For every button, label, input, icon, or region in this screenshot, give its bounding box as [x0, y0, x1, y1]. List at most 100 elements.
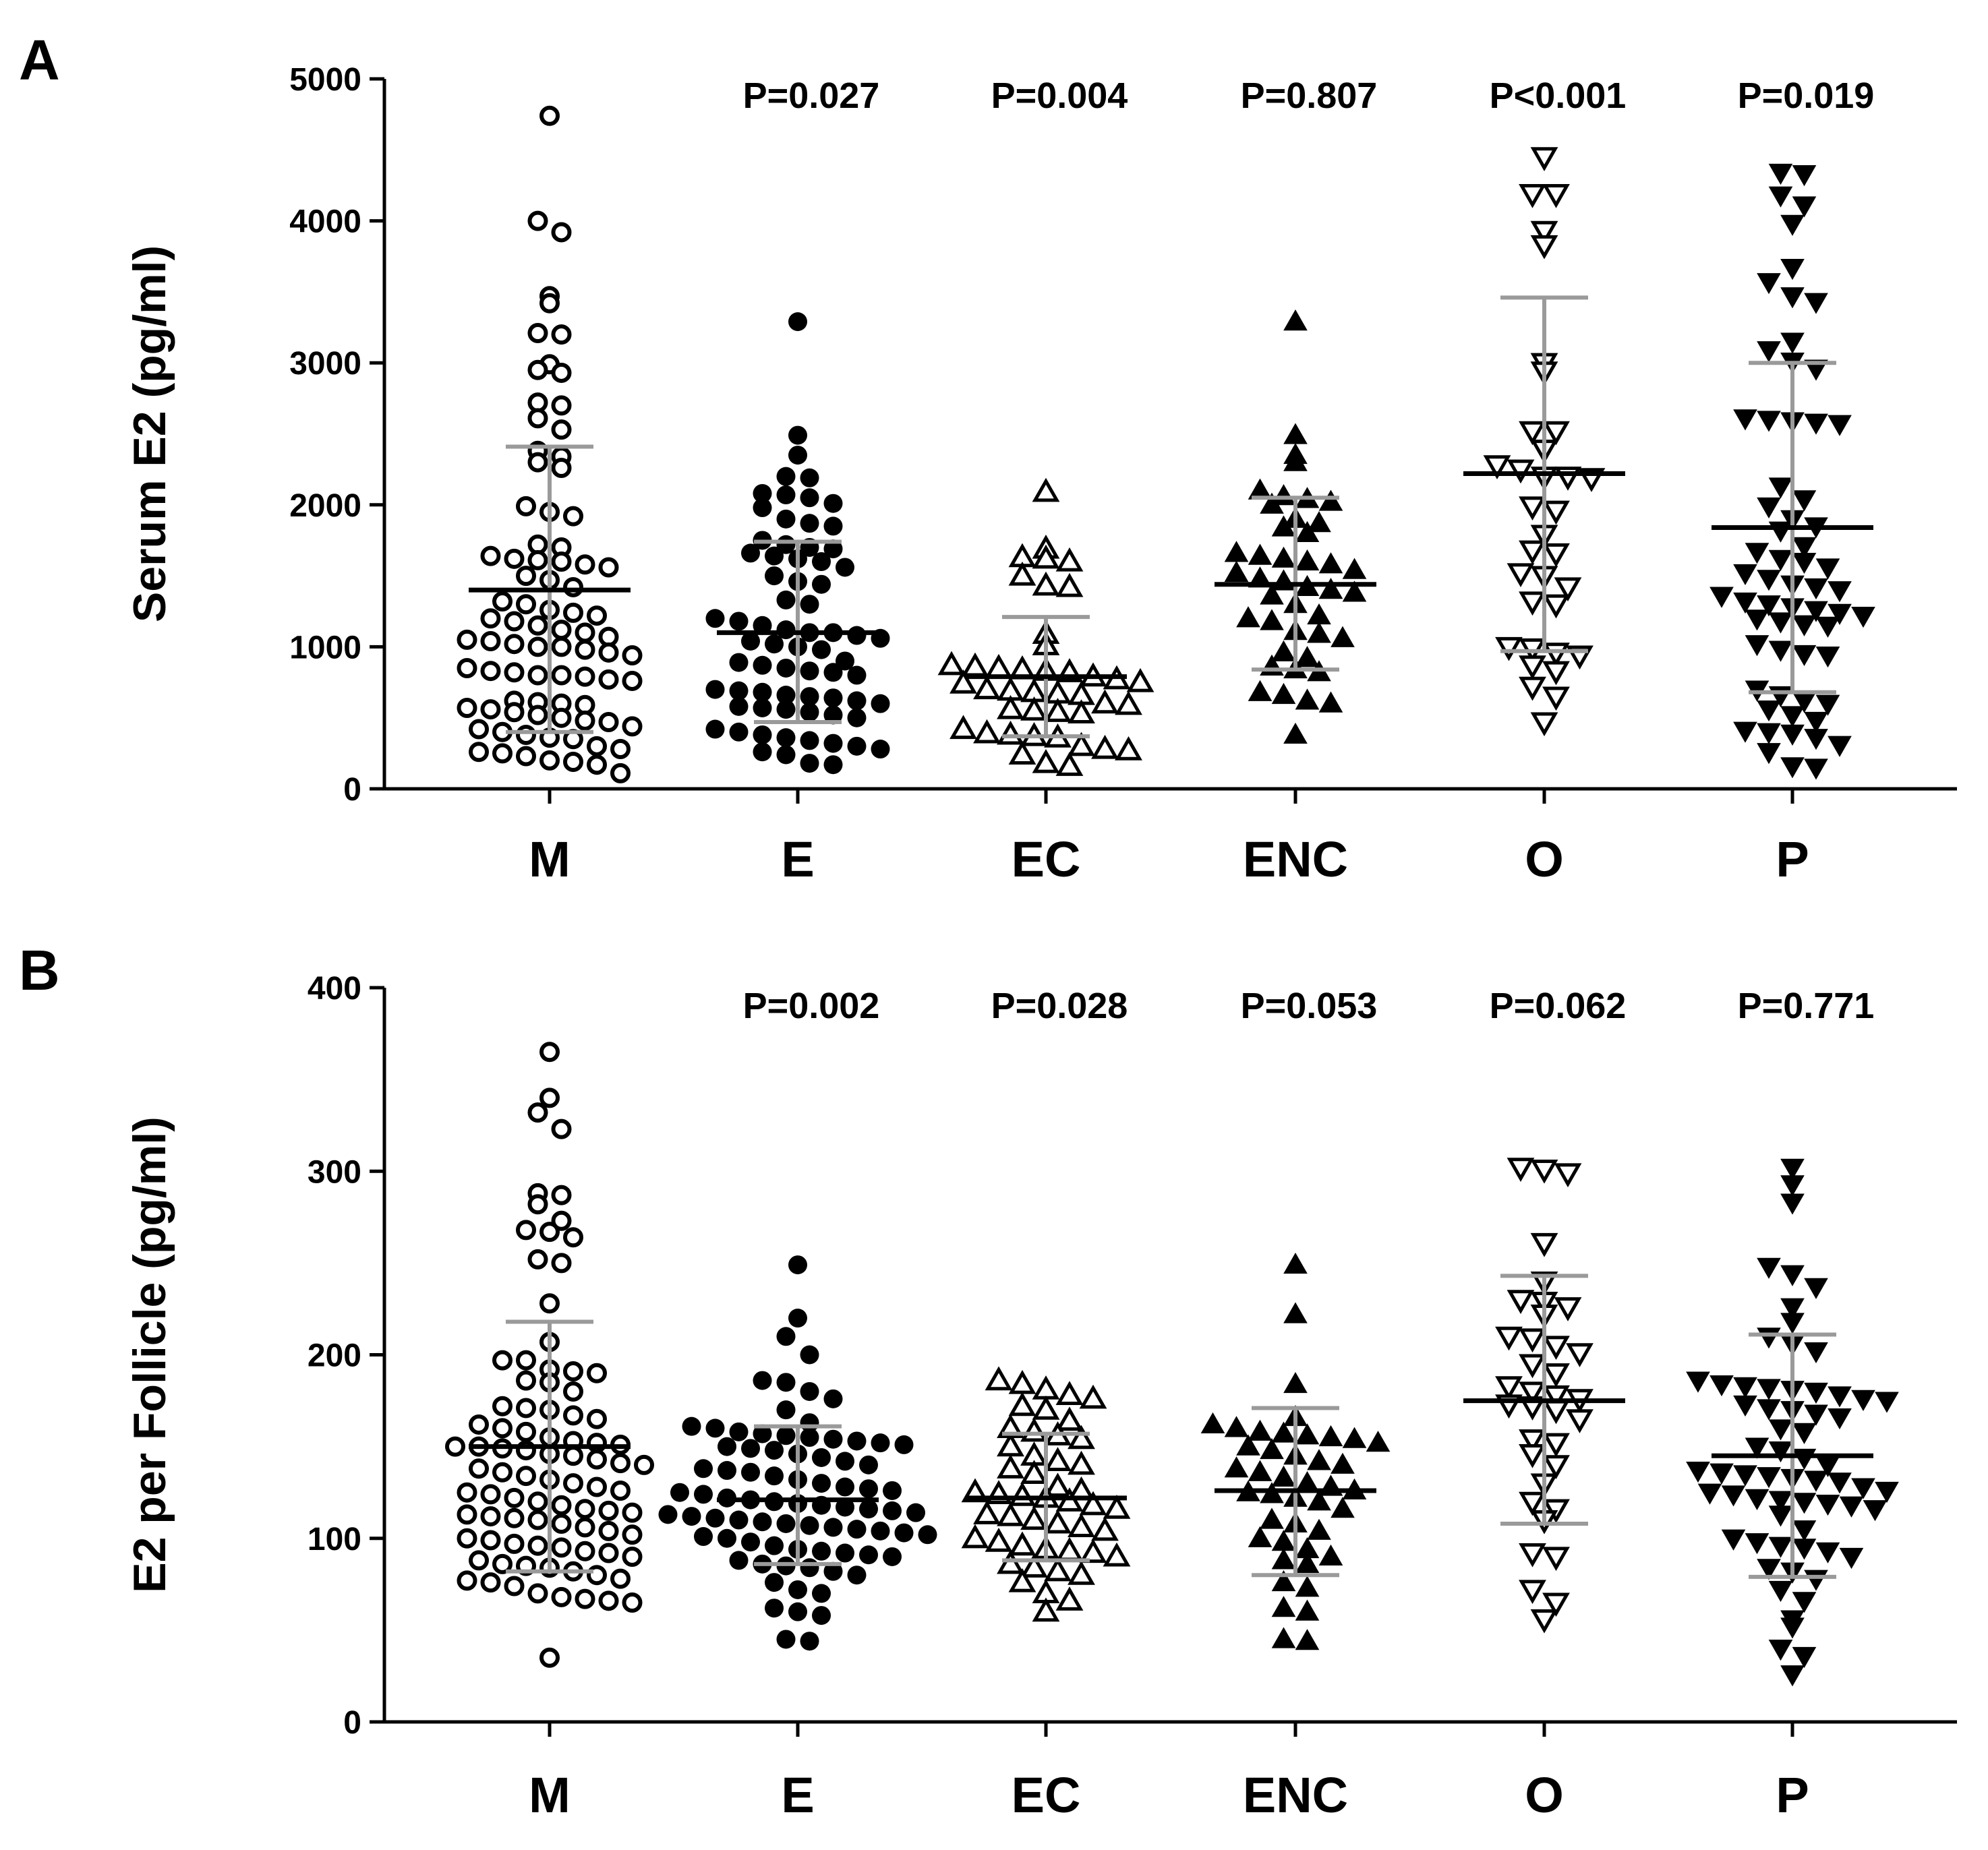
data-point: [1745, 543, 1770, 564]
data-point: [1804, 1570, 1828, 1591]
data-point: [836, 1477, 854, 1497]
data-point: [776, 1630, 796, 1649]
data-point: [1530, 1232, 1558, 1257]
data-point: [1851, 1390, 1875, 1411]
data-point: [1271, 569, 1296, 591]
y-tick-label: 0: [343, 772, 361, 808]
data-point: [871, 1521, 890, 1541]
data-point: [551, 1513, 572, 1534]
data-point: [765, 566, 784, 586]
data-point: [1757, 411, 1781, 432]
data-point: [1283, 423, 1308, 444]
data-point: [610, 739, 631, 760]
data-point: [551, 458, 572, 479]
data-point: [1697, 1483, 1722, 1505]
data-point: [1768, 549, 1793, 571]
data-point: [551, 1185, 572, 1205]
data-point: [961, 652, 989, 677]
data-point: [1780, 1298, 1805, 1319]
data-point: [847, 626, 867, 645]
data-point: [1792, 1520, 1817, 1542]
data-point: [598, 1590, 619, 1611]
data-point: [551, 1586, 572, 1607]
data-point: [598, 557, 619, 578]
data-point: [1804, 293, 1828, 314]
data-point: [1757, 1257, 1781, 1279]
data-point: [480, 608, 501, 629]
data-point: [1757, 1399, 1781, 1421]
data-point: [812, 1474, 831, 1493]
data-point: [1815, 1494, 1840, 1516]
data-point: [906, 1503, 925, 1522]
data-point: [1342, 1427, 1367, 1448]
data-point: [1542, 1336, 1570, 1361]
data-point: [812, 1606, 831, 1625]
data-point: [1792, 537, 1817, 558]
data-point: [985, 1366, 1013, 1391]
data-point: [823, 539, 843, 559]
data-point: [551, 1537, 572, 1558]
data-point: [1044, 1509, 1072, 1534]
data-point: [551, 222, 572, 243]
data-point: [1224, 1416, 1249, 1437]
data-point: [1091, 689, 1119, 714]
data-point: [1768, 1491, 1793, 1512]
group-p: [1709, 163, 1875, 780]
data-point: [1507, 1290, 1535, 1314]
data-point: [469, 1414, 489, 1435]
data-point: [1507, 459, 1535, 484]
data-point: [823, 516, 843, 536]
data-point: [823, 494, 843, 513]
data-point: [1792, 196, 1817, 218]
data-point: [622, 1546, 643, 1567]
data-point: [1530, 1609, 1558, 1634]
data-point: [1260, 492, 1284, 514]
data-point: [1236, 606, 1260, 628]
data-point: [563, 1473, 583, 1494]
data-point: [1126, 667, 1154, 692]
data-point: [1307, 603, 1331, 625]
data-point: [741, 1462, 760, 1482]
data-point: [622, 1502, 643, 1523]
data-point: [1055, 1406, 1084, 1431]
data-point: [480, 545, 501, 566]
x-tick-label: P: [1776, 831, 1809, 887]
data-point: [575, 1541, 595, 1561]
data-point: [1020, 696, 1048, 721]
data-point: [859, 1545, 878, 1565]
data-point: [1020, 1417, 1048, 1442]
data-point: [1542, 1385, 1570, 1410]
data-point: [563, 1381, 583, 1402]
data-point: [587, 1449, 607, 1470]
data-point: [527, 705, 548, 725]
data-point: [1519, 1543, 1546, 1568]
data-point: [1566, 1343, 1594, 1367]
data-point: [563, 1445, 583, 1466]
x-tick-label: P: [1776, 1767, 1809, 1823]
data-point: [527, 665, 548, 686]
data-point: [1318, 489, 1343, 511]
data-point: [765, 1536, 784, 1555]
data-point: [1780, 1175, 1805, 1197]
data-point: [516, 1220, 536, 1241]
data-point: [1248, 680, 1273, 701]
data-point: [1342, 558, 1367, 579]
data-point: [1044, 1447, 1072, 1471]
data-point: [765, 1573, 784, 1592]
data-point: [1863, 1500, 1888, 1522]
data-point: [1757, 1559, 1781, 1580]
data-point: [1768, 1536, 1793, 1558]
data-point: [1542, 1433, 1570, 1458]
y-axis-label: E2 per Follicle (pg/ml): [124, 1116, 175, 1593]
data-point: [1032, 1597, 1060, 1622]
data-point: [469, 719, 489, 740]
data-point: [682, 1507, 701, 1526]
data-point: [753, 742, 772, 762]
data-point: [1804, 413, 1828, 435]
data-point: [1768, 1640, 1793, 1661]
data-point: [1283, 1252, 1308, 1274]
data-point: [587, 754, 607, 775]
data-point: [1542, 686, 1570, 711]
data-point: [1295, 1629, 1320, 1650]
data-point: [705, 609, 725, 628]
